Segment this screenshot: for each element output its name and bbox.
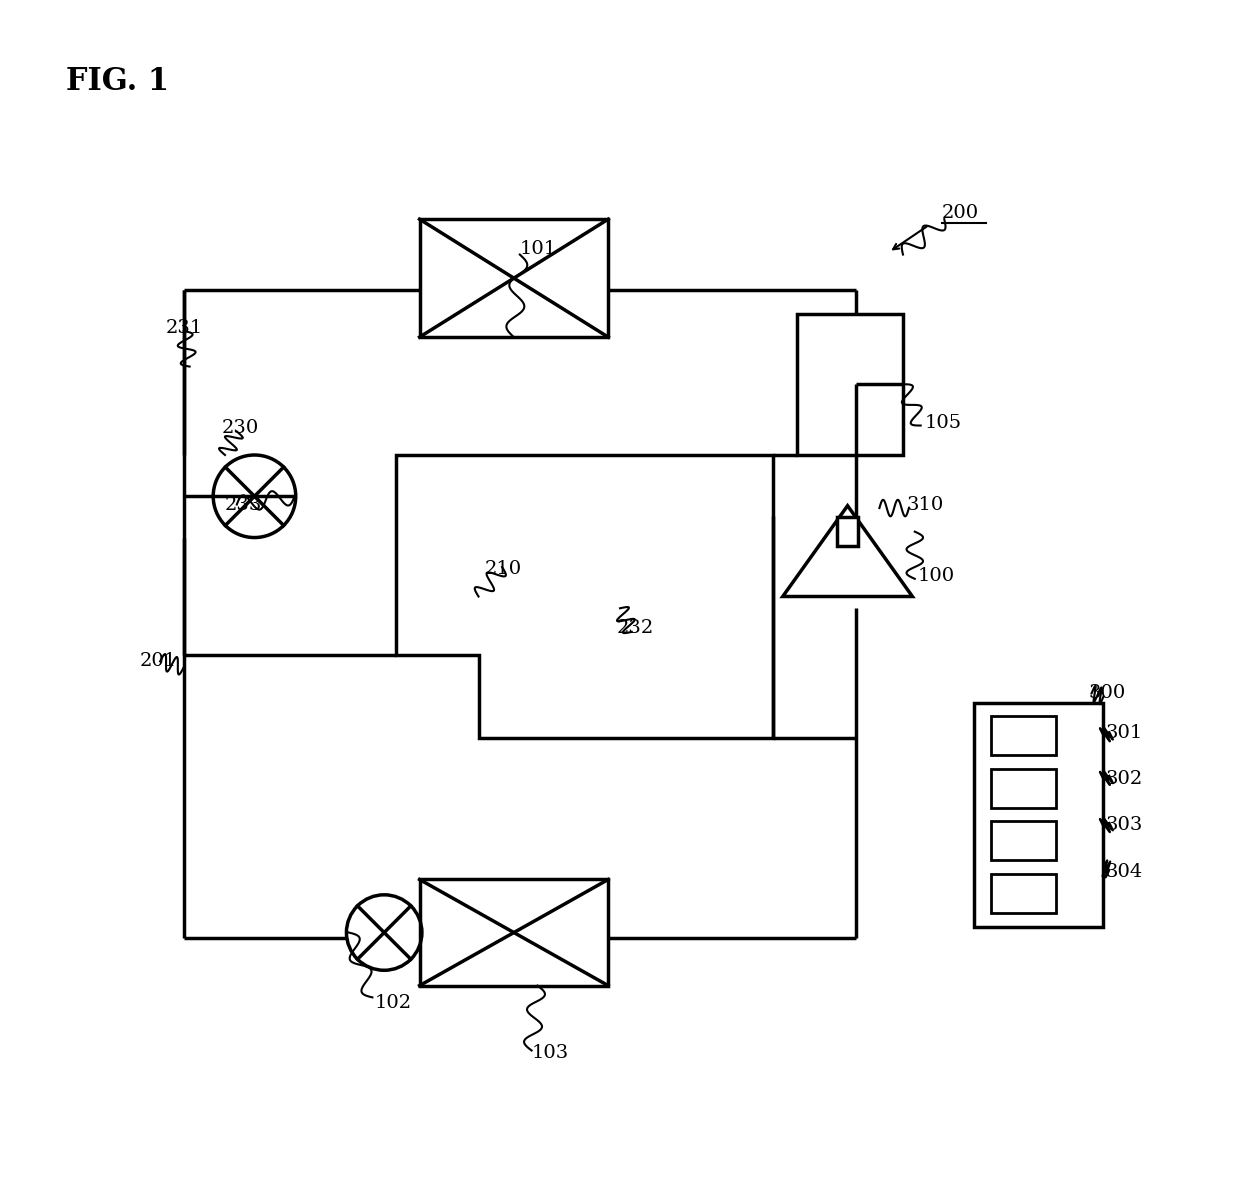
Text: 233: 233 xyxy=(224,495,263,513)
Text: 300: 300 xyxy=(1089,685,1126,703)
Text: FIG. 1: FIG. 1 xyxy=(66,66,169,97)
Text: 230: 230 xyxy=(222,419,259,437)
Text: 302: 302 xyxy=(1106,771,1143,789)
Text: 100: 100 xyxy=(918,568,955,586)
Text: 231: 231 xyxy=(166,319,203,336)
Text: 304: 304 xyxy=(1106,864,1143,882)
Text: 310: 310 xyxy=(906,495,944,513)
Text: 232: 232 xyxy=(616,619,653,637)
Text: 200: 200 xyxy=(942,204,980,222)
Text: 101: 101 xyxy=(520,240,557,258)
Text: 303: 303 xyxy=(1106,816,1143,834)
Text: 102: 102 xyxy=(374,994,412,1013)
Polygon shape xyxy=(837,517,858,546)
Text: 210: 210 xyxy=(485,561,522,579)
Text: 105: 105 xyxy=(924,414,961,432)
Text: 103: 103 xyxy=(532,1044,569,1062)
Text: 201: 201 xyxy=(140,653,177,670)
Text: 301: 301 xyxy=(1106,724,1143,742)
